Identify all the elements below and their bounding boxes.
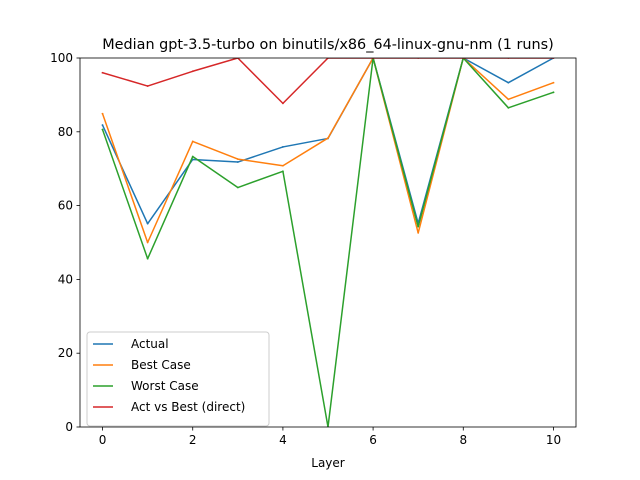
- data-point: [282, 164, 284, 167]
- data-point: [552, 91, 555, 94]
- legend-label: Actual: [131, 337, 169, 351]
- series-line-3: [101, 58, 555, 105]
- data-point: [327, 137, 329, 139]
- data-point: [552, 81, 555, 84]
- x-tick-label: 0: [99, 433, 107, 447]
- legend-label: Act vs Best (direct): [131, 400, 245, 414]
- y-tick-label: 40: [58, 272, 73, 286]
- data-point: [507, 106, 510, 109]
- data-point: [101, 112, 104, 115]
- x-axis: 0 2 4 6 8 10: [99, 427, 561, 447]
- data-point: [282, 146, 284, 148]
- series-line-2: [101, 58, 555, 427]
- data-point: [146, 257, 149, 260]
- y-axis: 0 20 40 60 80 100: [50, 51, 80, 434]
- x-tick-label: 10: [546, 433, 561, 447]
- y-tick-label: 60: [58, 199, 73, 213]
- data-point: [417, 225, 420, 228]
- data-point: [101, 128, 104, 131]
- legend-label: Worst Case: [131, 379, 199, 393]
- legend-label: Best Case: [131, 358, 191, 372]
- data-point: [236, 161, 239, 163]
- data-point: [282, 102, 284, 105]
- data-point: [146, 241, 149, 244]
- data-point: [101, 124, 104, 127]
- data-point: [146, 222, 149, 225]
- chart-title: Median gpt-3.5-turbo on binutils/x86_64-…: [102, 37, 554, 53]
- data-point: [236, 158, 239, 161]
- legend-box: [86, 331, 270, 427]
- x-tick-label: 8: [459, 433, 467, 447]
- x-tick-label: 6: [369, 433, 377, 447]
- y-tick-label: 80: [58, 125, 73, 139]
- x-axis-label: Layer: [311, 456, 345, 470]
- data-point: [507, 98, 510, 101]
- x-tick-label: 2: [189, 433, 197, 447]
- data-point: [191, 140, 194, 143]
- data-point: [191, 70, 194, 73]
- data-point: [236, 186, 239, 189]
- data-point: [507, 81, 510, 84]
- series-layer: [101, 58, 555, 427]
- x-tick-label: 4: [279, 433, 287, 447]
- legend: Actual Best Case Worst Case Act vs Best (di…: [86, 331, 270, 427]
- y-tick-label: 20: [58, 346, 73, 360]
- plot-frame: [79, 57, 577, 428]
- data-point: [417, 232, 420, 234]
- data-point: [146, 85, 149, 87]
- y-tick-label: 0: [65, 420, 73, 434]
- data-point: [282, 170, 284, 173]
- data-point: [101, 71, 104, 74]
- y-tick-label: 100: [50, 51, 73, 65]
- data-point: [191, 155, 194, 158]
